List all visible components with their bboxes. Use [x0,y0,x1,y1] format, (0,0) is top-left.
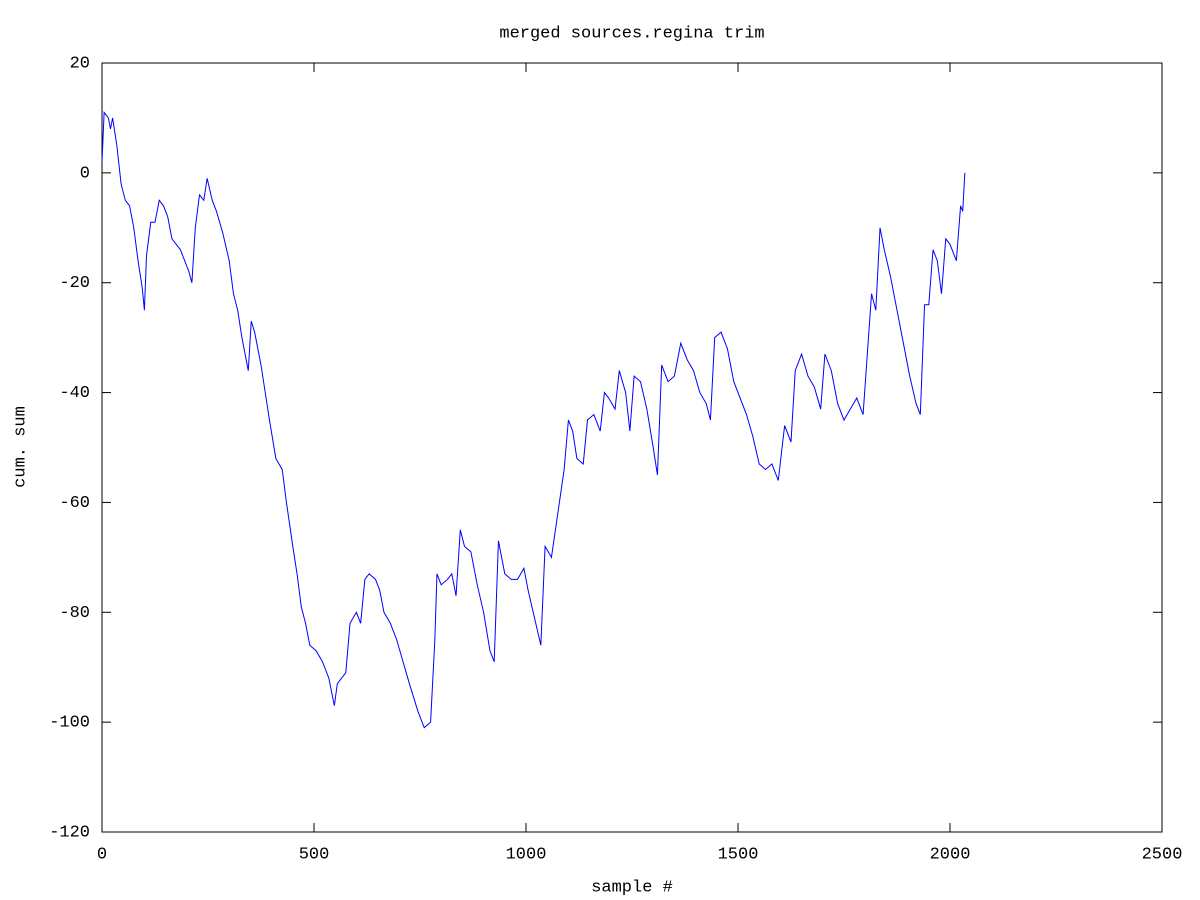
y-tick-label: -20 [59,274,90,293]
chart-title: merged sources.regina trim [499,24,764,43]
y-tick-label: -60 [59,494,90,513]
y-tick-label: -100 [49,714,90,733]
x-axis-label: sample # [591,878,673,897]
y-axis-label: cum. sum [11,406,30,488]
x-tick-label: 1500 [718,845,759,864]
x-tick-label: 500 [299,845,330,864]
x-tick-label: 2500 [1142,845,1183,864]
data-line [101,111,966,729]
y-tick-label: -120 [49,823,90,842]
y-tick-label: -40 [59,384,90,403]
x-tick-label: 0 [97,845,107,864]
plot-frame [101,62,1163,833]
y-tick-label: -80 [59,604,90,623]
y-tick-label: 0 [80,164,90,183]
x-tick-label: 1000 [506,845,547,864]
x-tick-label: 2000 [930,845,971,864]
y-tick-label: 20 [70,54,90,73]
